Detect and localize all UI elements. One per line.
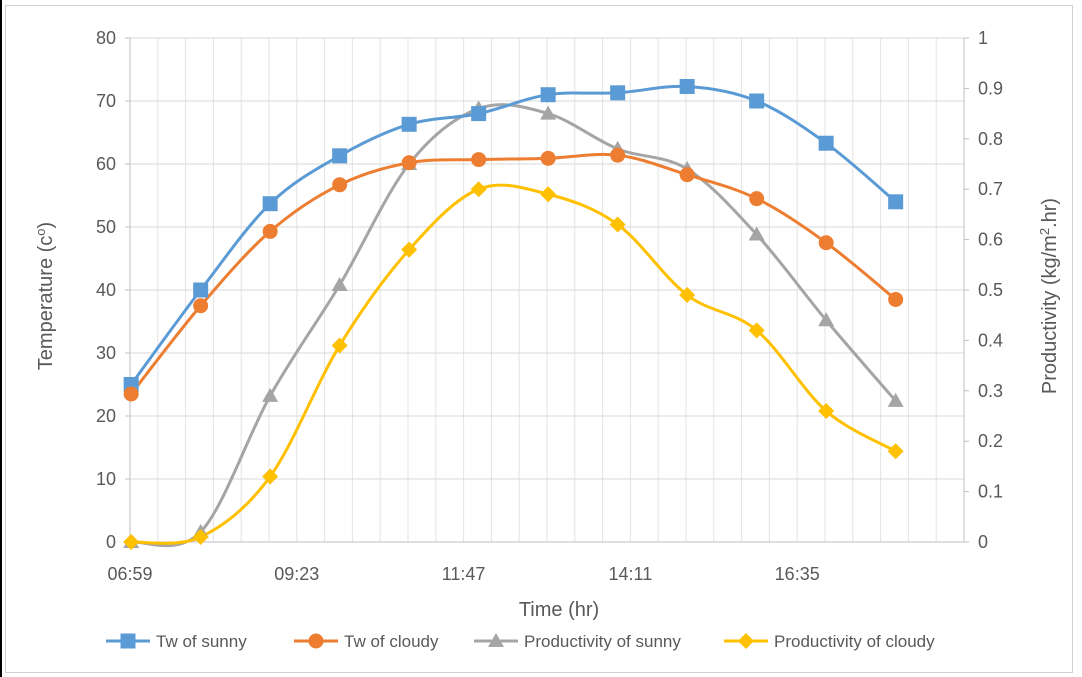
x-axis-label: Time (hr)	[519, 599, 599, 621]
y-tick-label: 70	[96, 91, 116, 111]
data-point-series-3	[262, 387, 279, 402]
y-axis-label-main: Temperature (c	[35, 236, 57, 371]
data-point-series-2	[540, 150, 556, 166]
legend-label-4: Productivity of cloudy	[774, 632, 935, 651]
x-tick-label: 09:23	[274, 564, 319, 584]
data-point-series-2	[888, 291, 904, 307]
data-point-series-2	[401, 155, 417, 171]
y2-tick-label: 0.9	[978, 78, 1003, 98]
data-point-series-1	[401, 116, 417, 132]
y2-tick-label: 0.5	[978, 280, 1003, 300]
axes	[125, 37, 969, 543]
data-point-series-1	[749, 93, 765, 109]
y2-tick-label: 1	[978, 28, 988, 48]
y2-axis-label-end: .hr)	[1039, 198, 1061, 228]
y-axis-label-close: )	[35, 222, 57, 229]
legend-marker-1	[120, 633, 136, 649]
data-point-series-4	[818, 402, 835, 419]
data-point-series-4	[331, 337, 348, 354]
legend-label-1: Tw of sunny	[156, 632, 247, 651]
x-tick-label: 06:59	[107, 564, 152, 584]
data-point-series-1	[471, 106, 487, 122]
y-axis-label-superscript: o	[33, 228, 48, 235]
x-tick-label: 11:47	[442, 564, 486, 584]
data-point-series-3	[818, 312, 835, 327]
legend-marker-2	[308, 633, 324, 649]
data-point-series-2	[471, 152, 487, 168]
y2-axis-label-main: Productivity (kg/m	[1039, 235, 1061, 394]
series-line-3	[130, 103, 897, 548]
y-tick-label: 80	[96, 28, 116, 48]
y2-tick-label: 0.1	[978, 482, 1003, 502]
data-point-series-2	[262, 223, 278, 239]
data-point-series-4	[470, 181, 487, 198]
data-point-series-4	[679, 287, 696, 304]
y-tick-label: 60	[96, 154, 116, 174]
y2-tick-label: 0.6	[978, 230, 1003, 250]
data-point-series-1	[262, 196, 278, 212]
legend-label-2: Tw of cloudy	[344, 632, 439, 651]
data-point-series-1	[193, 282, 209, 298]
data-point-series-1	[888, 194, 904, 210]
data-point-series-4	[540, 186, 557, 203]
series-lines	[129, 84, 897, 548]
y2-axis-label: Productivity (kg/m2.hr)	[1037, 198, 1062, 394]
data-point-series-4	[609, 216, 626, 233]
data-point-series-3	[887, 392, 904, 407]
data-point-series-3	[540, 105, 557, 120]
gridlines	[129, 37, 965, 543]
y-axis-label: Temperature (co)	[33, 222, 58, 370]
data-point-series-4	[748, 322, 765, 339]
y-tick-label: 40	[96, 280, 116, 300]
y2-tick-label: 0.3	[978, 381, 1003, 401]
data-point-series-2	[332, 177, 348, 193]
series-line-4	[131, 183, 897, 545]
series-line-1	[129, 84, 897, 386]
legend-marker-4	[738, 633, 754, 649]
data-point-series-2	[818, 235, 834, 251]
data-point-series-4	[192, 528, 209, 545]
data-point-series-3	[331, 276, 348, 291]
data-point-series-4	[262, 468, 279, 485]
y-tick-label: 20	[96, 406, 116, 426]
y2-axis-label-superscript: 2	[1037, 228, 1052, 235]
data-point-series-2	[123, 386, 139, 402]
y-tick-label: 0	[106, 532, 116, 552]
series-line-2	[129, 152, 897, 395]
y-tick-label: 30	[96, 343, 116, 363]
data-point-series-4	[123, 534, 140, 550]
y2-tick-label: 0.8	[978, 129, 1003, 149]
x-tick-label: 14:11	[609, 564, 653, 584]
legend-marker-3	[488, 633, 504, 647]
data-point-series-2	[610, 147, 626, 163]
data-point-series-2	[749, 191, 765, 207]
y2-tick-label: 0.2	[978, 431, 1003, 451]
left-edge-bar	[0, 0, 2, 677]
y2-tick-label: 0	[978, 532, 988, 552]
legend: Tw of sunny Tw of cloudy Productivity of s…	[106, 632, 935, 651]
data-point-series-2	[193, 298, 209, 314]
data-point-series-1	[332, 148, 348, 164]
y2-tick-label: 0.4	[978, 330, 1003, 350]
tick-labels: 0 10 20 30 40 50 60 70 80 0 0.1 0.2 0.3 0.4 0.5 0.6 0.7 0…	[96, 28, 1003, 584]
y2-tick-label: 0.7	[978, 179, 1003, 199]
data-point-series-1	[679, 79, 695, 95]
data-point-series-1	[540, 87, 556, 103]
data-point-series-4	[887, 443, 904, 460]
data-point-series-3	[748, 226, 765, 241]
data-point-series-2	[679, 167, 695, 183]
data-point-series-4	[401, 241, 418, 258]
data-point-series-1	[818, 135, 834, 151]
chart-frame: 0 10 20 30 40 50 60 70 80 0 0.1 0.2 0.3 0.4 0.5 0.6 0.7 0…	[5, 5, 1073, 673]
line-chart: 0 10 20 30 40 50 60 70 80 0 0.1 0.2 0.3 0.4 0.5 0.6 0.7 0…	[33, 28, 1062, 651]
y-tick-label: 50	[96, 217, 116, 237]
x-tick-label: 16:35	[775, 564, 820, 584]
legend-label-3: Productivity of sunny	[524, 632, 681, 651]
series-markers	[123, 79, 904, 550]
data-point-series-1	[610, 85, 626, 101]
y-tick-label: 10	[96, 469, 116, 489]
